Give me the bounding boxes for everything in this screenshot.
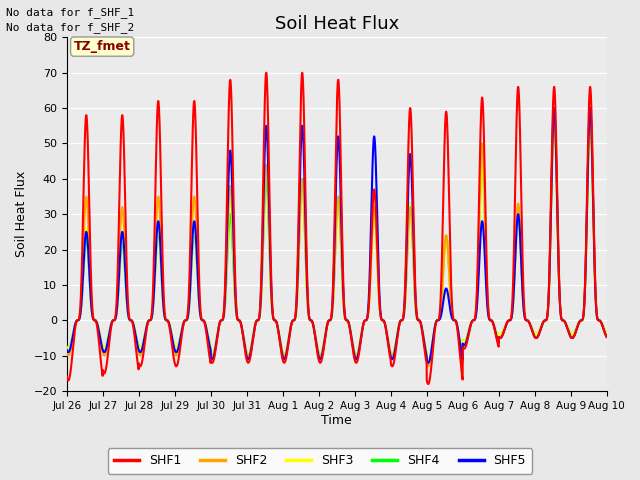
X-axis label: Time: Time: [321, 414, 352, 427]
SHF3: [63, 344, 70, 349]
SHF5: [63, 347, 70, 353]
Line: SHF2: SHF2: [67, 108, 607, 366]
SHF3: [317, 353, 324, 359]
SHF1: [602, 333, 610, 339]
SHF5: [424, 360, 432, 366]
Line: SHF4: SHF4: [67, 119, 607, 363]
SHF3: [488, 318, 496, 324]
SHF3: [586, 116, 594, 121]
SHF3: [160, 308, 168, 313]
SHF4: [603, 331, 611, 336]
SHF1: [424, 381, 432, 387]
SHF1: [317, 360, 324, 366]
Title: Soil Heat Flux: Soil Heat Flux: [275, 15, 399, 33]
Legend: SHF1, SHF2, SHF3, SHF4, SHF5: SHF1, SHF2, SHF3, SHF4, SHF5: [108, 448, 532, 474]
SHF3: [428, 346, 436, 351]
SHF2: [63, 350, 70, 356]
SHF2: [317, 353, 324, 359]
SHF1: [160, 294, 168, 300]
SHF4: [424, 360, 432, 366]
SHF4: [586, 116, 594, 121]
SHF4: [317, 353, 324, 359]
SHF2: [603, 334, 611, 340]
Text: TZ_fmet: TZ_fmet: [74, 40, 131, 53]
SHF4: [160, 308, 168, 314]
SHF4: [63, 344, 70, 349]
SHF5: [488, 318, 496, 324]
Line: SHF5: SHF5: [67, 108, 607, 363]
Line: SHF3: SHF3: [67, 119, 607, 363]
SHF2: [586, 105, 594, 111]
Line: SHF1: SHF1: [67, 73, 607, 384]
SHF4: [488, 318, 496, 324]
SHF5: [160, 307, 168, 313]
SHF3: [458, 352, 465, 358]
SHF5: [602, 333, 610, 339]
SHF3: [424, 360, 432, 366]
SHF4: [428, 346, 436, 351]
SHF5: [458, 352, 465, 358]
SHF2: [602, 333, 610, 339]
Y-axis label: Soil Heat Flux: Soil Heat Flux: [15, 171, 28, 257]
SHF3: [603, 331, 611, 336]
Text: No data for f_SHF_2: No data for f_SHF_2: [6, 22, 134, 33]
SHF1: [458, 371, 465, 376]
SHF5: [603, 334, 611, 340]
SHF5: [586, 105, 594, 111]
SHF2: [160, 304, 168, 310]
SHF1: [262, 70, 270, 76]
SHF1: [63, 373, 70, 379]
SHF1: [603, 334, 611, 340]
Text: No data for f_SHF_1: No data for f_SHF_1: [6, 7, 134, 18]
SHF3: [602, 330, 610, 336]
SHF2: [488, 318, 496, 324]
SHF5: [428, 346, 436, 351]
SHF2: [428, 348, 436, 353]
SHF2: [424, 363, 432, 369]
SHF2: [458, 355, 465, 361]
SHF1: [488, 319, 496, 324]
SHF5: [317, 356, 324, 362]
SHF4: [602, 330, 610, 336]
SHF4: [458, 352, 465, 358]
SHF1: [428, 358, 436, 364]
